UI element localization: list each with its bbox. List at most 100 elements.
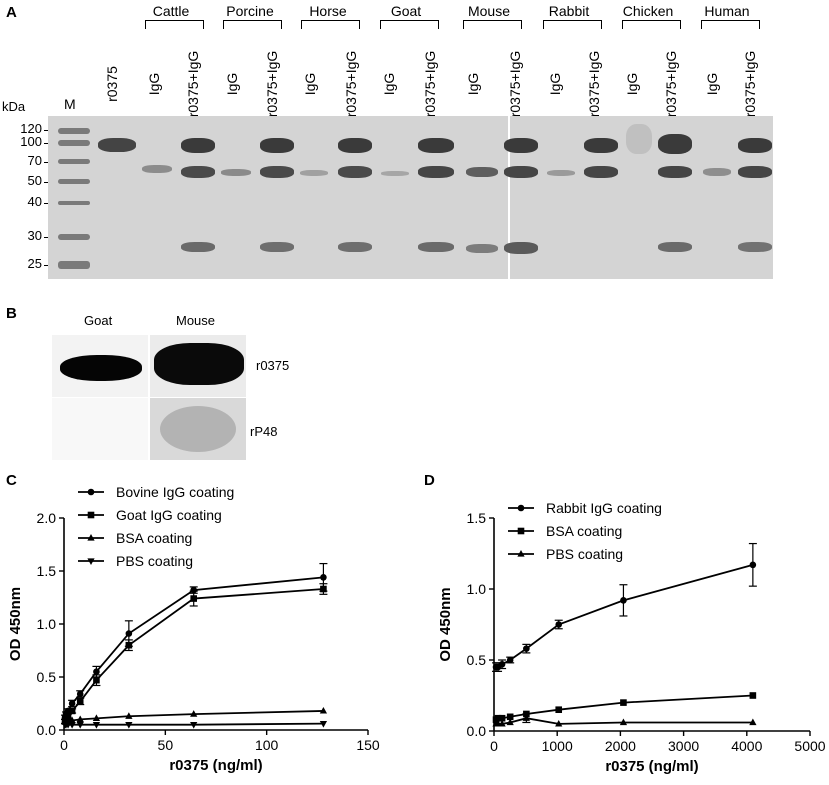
western-blot-mouse-rp48 xyxy=(150,398,246,460)
series xyxy=(61,706,328,725)
data-point xyxy=(93,668,100,675)
lane-label-text: r0375+IgG xyxy=(185,50,201,118)
species-label: Cattle xyxy=(152,3,190,19)
legend-label: Goat IgG coating xyxy=(116,507,222,523)
lane-label-text: r0375+IgG xyxy=(422,50,438,118)
western-blot-goat-rp48 xyxy=(52,398,148,460)
lane-label-text: IgG xyxy=(704,72,720,96)
gel-band-igg-light xyxy=(466,244,498,253)
gel-band-light-chain xyxy=(504,242,538,254)
lane-label-text: IgG xyxy=(547,72,563,96)
gel-smear-chicken-igg xyxy=(626,124,652,154)
chart-panel-d: 0 1000 2000 3000 4000 5000 0.0 0.5 1.0 1.5 r0375 (… xyxy=(437,500,826,775)
gel-band-light-chain xyxy=(418,242,454,252)
lane-label-text: IgG xyxy=(465,72,481,96)
x-tick-label: 1000 xyxy=(542,738,573,754)
data-point xyxy=(68,707,76,715)
x-tick-label: 2000 xyxy=(605,738,636,754)
lane-label: IgG xyxy=(379,56,399,112)
lane-label-text: IgG xyxy=(146,72,162,96)
lane-label-text: r0375+IgG xyxy=(742,50,758,118)
gel-band-igg-heavy xyxy=(221,169,251,176)
lane-label-text: r0375+IgG xyxy=(343,50,359,118)
lane-label-text: r0375+IgG xyxy=(264,50,280,118)
lane-label: r0375 xyxy=(102,56,122,112)
data-point xyxy=(620,699,627,706)
data-point xyxy=(498,714,506,722)
lane-label: IgG xyxy=(300,56,320,112)
lane-label-text: IgG xyxy=(381,72,397,96)
gel-band-heavy-chain xyxy=(418,166,454,178)
lane-label: IgG xyxy=(144,56,164,112)
data-point xyxy=(319,706,328,714)
data-point xyxy=(68,716,76,724)
species-bracket xyxy=(701,20,760,29)
ladder-band xyxy=(58,140,90,146)
marker-lane-label: M xyxy=(64,96,76,112)
series-line xyxy=(64,588,324,722)
legend-label: BSA coating xyxy=(546,523,622,539)
gel-band-igg-heavy xyxy=(703,168,731,176)
gel-band-light-chain xyxy=(338,242,372,252)
series xyxy=(61,721,328,729)
data-point xyxy=(76,722,84,729)
mw-label: 30 xyxy=(27,228,42,243)
gel-band-light-chain xyxy=(738,242,772,252)
legend-marker xyxy=(517,504,525,512)
data-point xyxy=(522,714,530,721)
data-point xyxy=(64,712,72,720)
data-point xyxy=(749,561,757,569)
gel-band-r0375 xyxy=(181,138,215,153)
blot-column-label: Mouse xyxy=(176,313,216,328)
series xyxy=(61,562,328,721)
data-point xyxy=(498,660,506,668)
western-blot-mouse-r0375 xyxy=(150,335,246,397)
gel-band-r0375 xyxy=(98,138,136,152)
gel-band-r0375 xyxy=(260,138,294,153)
series xyxy=(492,542,757,672)
data-point xyxy=(125,630,133,637)
x-tick-label: 5000 xyxy=(794,738,825,754)
sds-page-gel-image xyxy=(48,116,773,279)
data-point xyxy=(749,718,757,726)
data-point xyxy=(320,585,327,593)
blot-band xyxy=(154,343,244,385)
species-bracket xyxy=(380,20,439,29)
ladder-band xyxy=(58,201,90,205)
species-bracket xyxy=(463,20,522,29)
x-tick-label: 0 xyxy=(490,738,498,754)
legend-label: BSA coating xyxy=(116,530,192,546)
legend-label: Bovine IgG coating xyxy=(116,484,234,500)
data-point xyxy=(506,656,514,664)
y-tick-label: 1.5 xyxy=(467,510,487,526)
series-line xyxy=(495,694,753,721)
species-label: Mouse xyxy=(467,3,511,19)
gel-band-heavy-chain xyxy=(504,166,538,178)
legend-label: Rabbit IgG coating xyxy=(546,500,662,516)
data-point xyxy=(76,690,84,698)
blot-band xyxy=(60,355,142,381)
data-point xyxy=(555,706,563,713)
lane-label: r0375+IgG xyxy=(262,51,282,118)
data-point xyxy=(619,718,628,726)
data-point xyxy=(190,595,198,602)
series xyxy=(492,713,757,727)
data-point xyxy=(68,700,76,707)
species-label: Goat xyxy=(390,3,422,19)
series xyxy=(61,583,328,725)
gel-band-r0375 xyxy=(418,138,454,153)
gel-band-light-chain xyxy=(260,242,294,252)
legend-marker xyxy=(87,488,95,496)
data-point xyxy=(494,714,502,722)
lane-label-text: IgG xyxy=(224,72,240,96)
gel-band-light-chain xyxy=(181,242,215,252)
data-point xyxy=(92,722,101,729)
ladder-band xyxy=(58,234,90,240)
y-axis-label: OD 450nm xyxy=(7,587,24,661)
lane-label: IgG xyxy=(545,56,565,112)
species-label: Human xyxy=(704,3,750,19)
gel-band-heavy-chain xyxy=(584,166,618,178)
x-tick-label: 3000 xyxy=(668,738,699,754)
legend-marker xyxy=(517,550,525,557)
data-point xyxy=(92,714,101,721)
